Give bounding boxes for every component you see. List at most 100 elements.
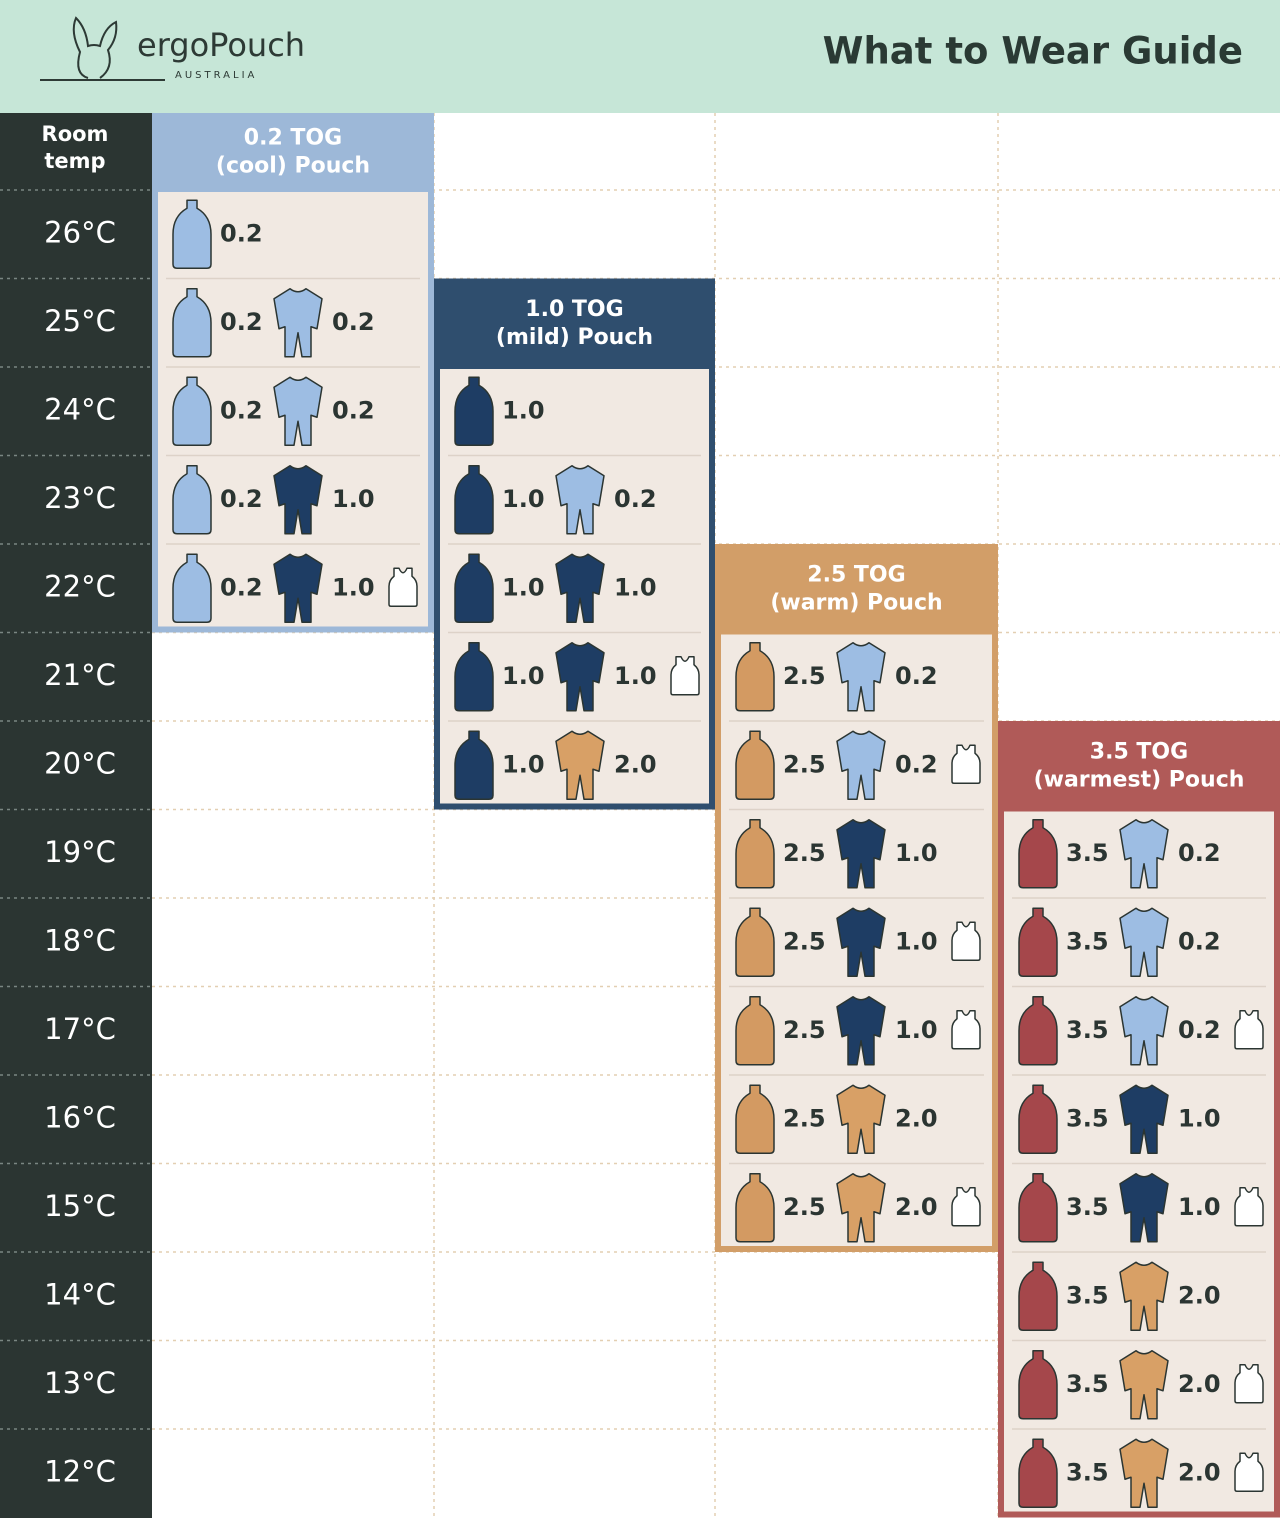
icon — [172, 199, 212, 269]
icon-shape — [388, 567, 418, 607]
icon-shape — [1119, 907, 1169, 977]
temp-header: temp — [44, 149, 105, 173]
icon — [172, 553, 212, 623]
icon-shape — [172, 288, 212, 358]
temp-label: 26°C — [44, 215, 116, 249]
cell: 3.5 0.2 — [1018, 907, 1221, 977]
icon-shape — [951, 921, 981, 961]
cell: 3.5 2.0 — [1018, 1261, 1221, 1331]
tog-label: 0.2 — [332, 308, 375, 336]
group-title: (mild) Pouch — [496, 325, 653, 350]
icon — [273, 465, 323, 535]
icon — [172, 465, 212, 535]
group-title: 1.0 TOG — [525, 297, 623, 322]
group-title: 2.5 TOG — [807, 562, 905, 587]
icon — [1018, 1173, 1058, 1243]
icon-shape — [454, 553, 494, 623]
temp-label: 13°C — [44, 1366, 116, 1400]
temp-label: 21°C — [44, 658, 116, 692]
icon-shape — [172, 553, 212, 623]
icon-shape — [172, 376, 212, 446]
icon-shape — [454, 376, 494, 446]
group-title: (cool) Pouch — [216, 154, 370, 179]
icon — [735, 996, 775, 1066]
icon — [555, 553, 605, 623]
tog-label: 2.0 — [1178, 1370, 1221, 1398]
tog-label: 3.5 — [1066, 1104, 1109, 1132]
icon-shape — [836, 996, 886, 1066]
icon — [555, 642, 605, 712]
icon-shape — [1018, 1438, 1058, 1508]
temp-label: 16°C — [44, 1100, 116, 1134]
cell: 0.2 1.0 — [172, 553, 418, 623]
cell: 2.5 1.0 — [735, 996, 981, 1066]
icon — [273, 553, 323, 623]
icon — [454, 376, 494, 446]
icon-shape — [273, 288, 323, 358]
cell: 1.0 2.0 — [454, 730, 657, 800]
icon — [1018, 819, 1058, 889]
cell: 0.2 0.2 — [172, 376, 375, 446]
icon — [555, 465, 605, 535]
cell: 3.5 2.0 — [1018, 1438, 1264, 1508]
icon-shape — [1119, 1350, 1169, 1420]
header-bar — [0, 0, 1280, 113]
tog-label: 3.5 — [1066, 1193, 1109, 1221]
tog-label: 3.5 — [1066, 1281, 1109, 1309]
icon — [1234, 1364, 1264, 1404]
tog-label: 2.5 — [783, 927, 826, 955]
icon-shape — [273, 553, 323, 623]
icon-shape — [735, 730, 775, 800]
tog-label: 3.5 — [1066, 1370, 1109, 1398]
icon — [454, 642, 494, 712]
cell: 2.5 2.0 — [735, 1084, 938, 1154]
brand-sub: AUSTRALIA — [175, 70, 257, 81]
logo-icon — [40, 16, 165, 81]
icon-shape — [951, 1010, 981, 1050]
tog-label: 0.2 — [220, 573, 263, 601]
icon — [1119, 1173, 1169, 1243]
icon-shape — [735, 642, 775, 712]
icon-shape — [836, 730, 886, 800]
temp-label: 25°C — [44, 304, 116, 338]
tog-label: 1.0 — [332, 485, 375, 513]
icon — [836, 730, 886, 800]
icon — [555, 730, 605, 800]
cell: 3.5 0.2 — [1018, 996, 1264, 1066]
icon-shape — [454, 730, 494, 800]
icon — [1119, 996, 1169, 1066]
icon-shape — [735, 1084, 775, 1154]
icon-shape — [172, 465, 212, 535]
icon-shape — [1234, 1010, 1264, 1050]
tog-label: 0.2 — [220, 396, 263, 424]
icon — [836, 1084, 886, 1154]
icon — [1018, 1438, 1058, 1508]
icon — [951, 921, 981, 961]
icon — [454, 553, 494, 623]
tog-label: 0.2 — [1178, 927, 1221, 955]
icon-shape — [1119, 1438, 1169, 1508]
icon — [1018, 907, 1058, 977]
tog-label: 0.2 — [220, 308, 263, 336]
icon-shape — [1018, 1084, 1058, 1154]
icon — [735, 1173, 775, 1243]
icon — [1018, 1261, 1058, 1331]
icon — [735, 642, 775, 712]
icon-shape — [172, 199, 212, 269]
cell: 3.5 1.0 — [1018, 1173, 1264, 1243]
icon — [951, 1010, 981, 1050]
icon-shape — [273, 465, 323, 535]
icon — [836, 1173, 886, 1243]
icon — [1234, 1187, 1264, 1227]
icon-shape — [1119, 1261, 1169, 1331]
icon-shape — [1018, 1350, 1058, 1420]
tog-label: 0.2 — [895, 662, 938, 690]
icon-shape — [1234, 1452, 1264, 1492]
icon-shape — [1018, 996, 1058, 1066]
icon-shape — [735, 1173, 775, 1243]
icon — [1119, 907, 1169, 977]
icon — [1018, 1084, 1058, 1154]
cell: 3.5 2.0 — [1018, 1350, 1264, 1420]
